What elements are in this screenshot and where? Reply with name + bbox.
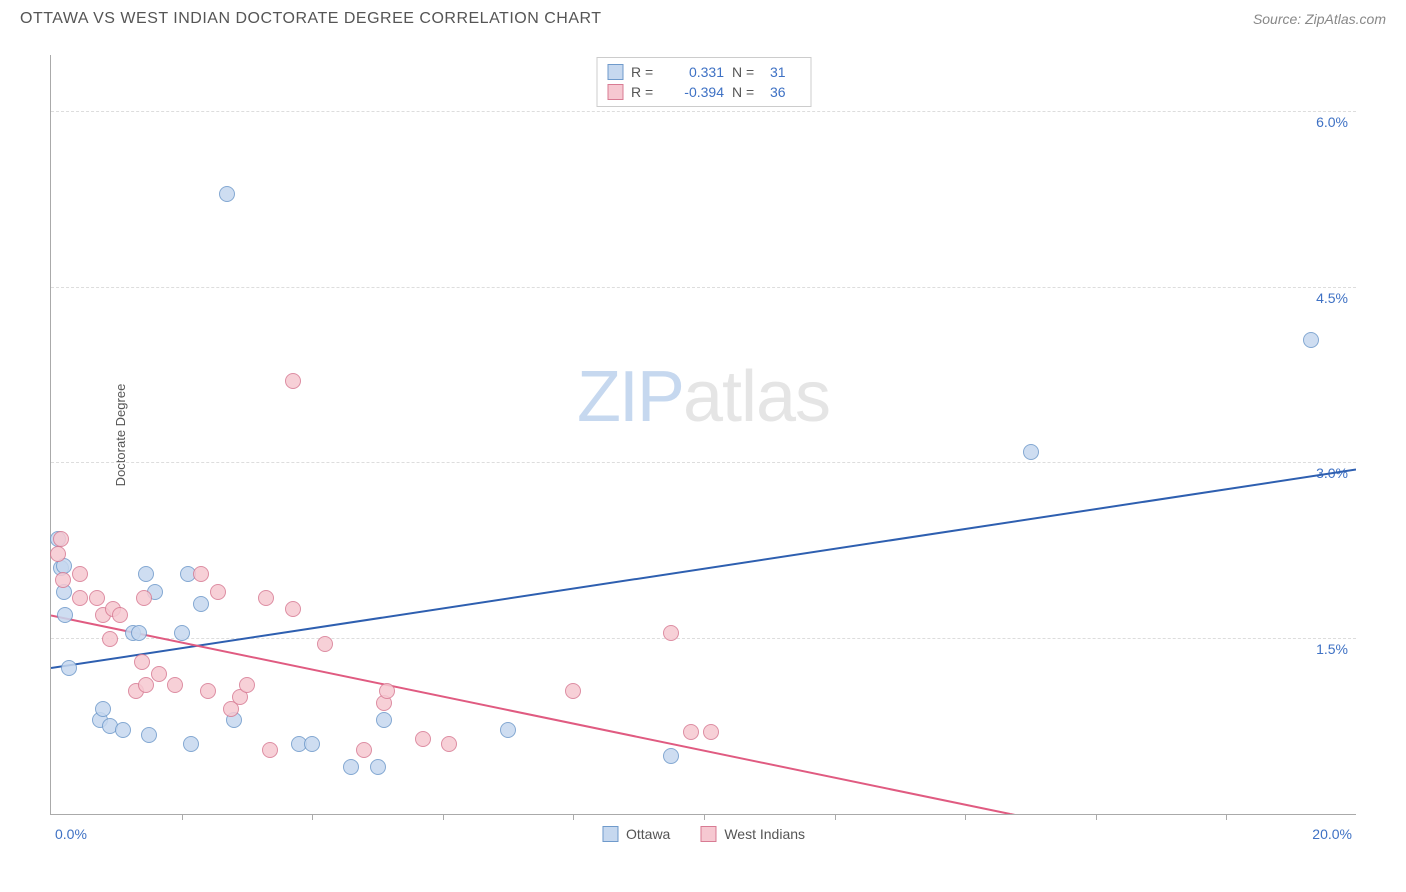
legend-swatch [607,84,623,100]
x-tick [573,814,574,820]
data-point [356,742,372,758]
x-tick [443,814,444,820]
x-tick [312,814,313,820]
data-point [136,590,152,606]
y-tick-label: 3.0% [1316,465,1348,481]
x-tick [1096,814,1097,820]
data-point [72,566,88,582]
legend-label: Ottawa [626,826,670,842]
data-point [95,701,111,717]
data-point [317,636,333,652]
data-point [53,531,69,547]
x-axis-max-label: 20.0% [1312,826,1352,842]
data-point [663,748,679,764]
data-point [115,722,131,738]
legend-swatch [602,826,618,842]
legend-item: Ottawa [602,826,670,842]
x-axis-min-label: 0.0% [55,826,87,842]
gridline [51,638,1356,639]
legend-label: West Indians [724,826,805,842]
data-point [193,566,209,582]
x-tick [835,814,836,820]
data-point [370,759,386,775]
data-point [151,666,167,682]
chart-area: Doctorate Degree ZIPatlas 1.5% 3.0% 4.5% 6.… [50,55,1356,815]
x-tick [965,814,966,820]
data-point [285,373,301,389]
r-value: -0.394 [669,84,724,100]
data-point [167,677,183,693]
data-point [61,660,77,676]
legend-swatch [607,64,623,80]
y-tick-label: 4.5% [1316,290,1348,306]
y-axis-label: Doctorate Degree [113,383,128,486]
data-point [343,759,359,775]
data-point [379,683,395,699]
x-tick [704,814,705,820]
gridline [51,287,1356,288]
correlation-legend: R = 0.331 N = 31 R = -0.394 N = 36 [596,57,811,107]
data-point [703,724,719,740]
data-point [239,677,255,693]
data-point [1303,332,1319,348]
legend-swatch [700,826,716,842]
r-value: 0.331 [669,64,724,80]
data-point [565,683,581,699]
data-point [1023,444,1039,460]
watermark: ZIPatlas [577,356,830,438]
data-point [131,625,147,641]
y-tick-label: 6.0% [1316,114,1348,130]
data-point [102,631,118,647]
data-point [112,607,128,623]
n-label: N = [732,84,762,100]
data-point [219,186,235,202]
y-tick-label: 1.5% [1316,641,1348,657]
gridline [51,462,1356,463]
data-point [138,566,154,582]
data-point [415,731,431,747]
r-label: R = [631,84,661,100]
data-point [174,625,190,641]
data-point [500,722,516,738]
gridline [51,111,1356,112]
legend-item: West Indians [700,826,805,842]
data-point [183,736,199,752]
data-point [72,590,88,606]
watermark-zip: ZIP [577,357,683,437]
data-point [141,727,157,743]
data-point [258,590,274,606]
x-tick [1226,814,1227,820]
data-point [57,607,73,623]
x-tick [182,814,183,820]
watermark-atlas: atlas [683,357,830,437]
data-point [134,654,150,670]
data-point [683,724,699,740]
series-legend: Ottawa West Indians [602,826,805,842]
data-point [138,677,154,693]
data-point [200,683,216,699]
chart-title: OTTAWA VS WEST INDIAN DOCTORATE DEGREE C… [20,10,602,28]
data-point [262,742,278,758]
n-value: 31 [770,64,800,80]
data-point [441,736,457,752]
data-point [210,584,226,600]
data-point [55,572,71,588]
legend-row: R = -0.394 N = 36 [607,82,800,102]
data-point [285,601,301,617]
legend-row: R = 0.331 N = 31 [607,62,800,82]
r-label: R = [631,64,661,80]
source-label: Source: ZipAtlas.com [1253,11,1386,27]
data-point [376,712,392,728]
data-point [50,546,66,562]
data-point [304,736,320,752]
n-label: N = [732,64,762,80]
data-point [89,590,105,606]
n-value: 36 [770,84,800,100]
data-point [193,596,209,612]
data-point [663,625,679,641]
